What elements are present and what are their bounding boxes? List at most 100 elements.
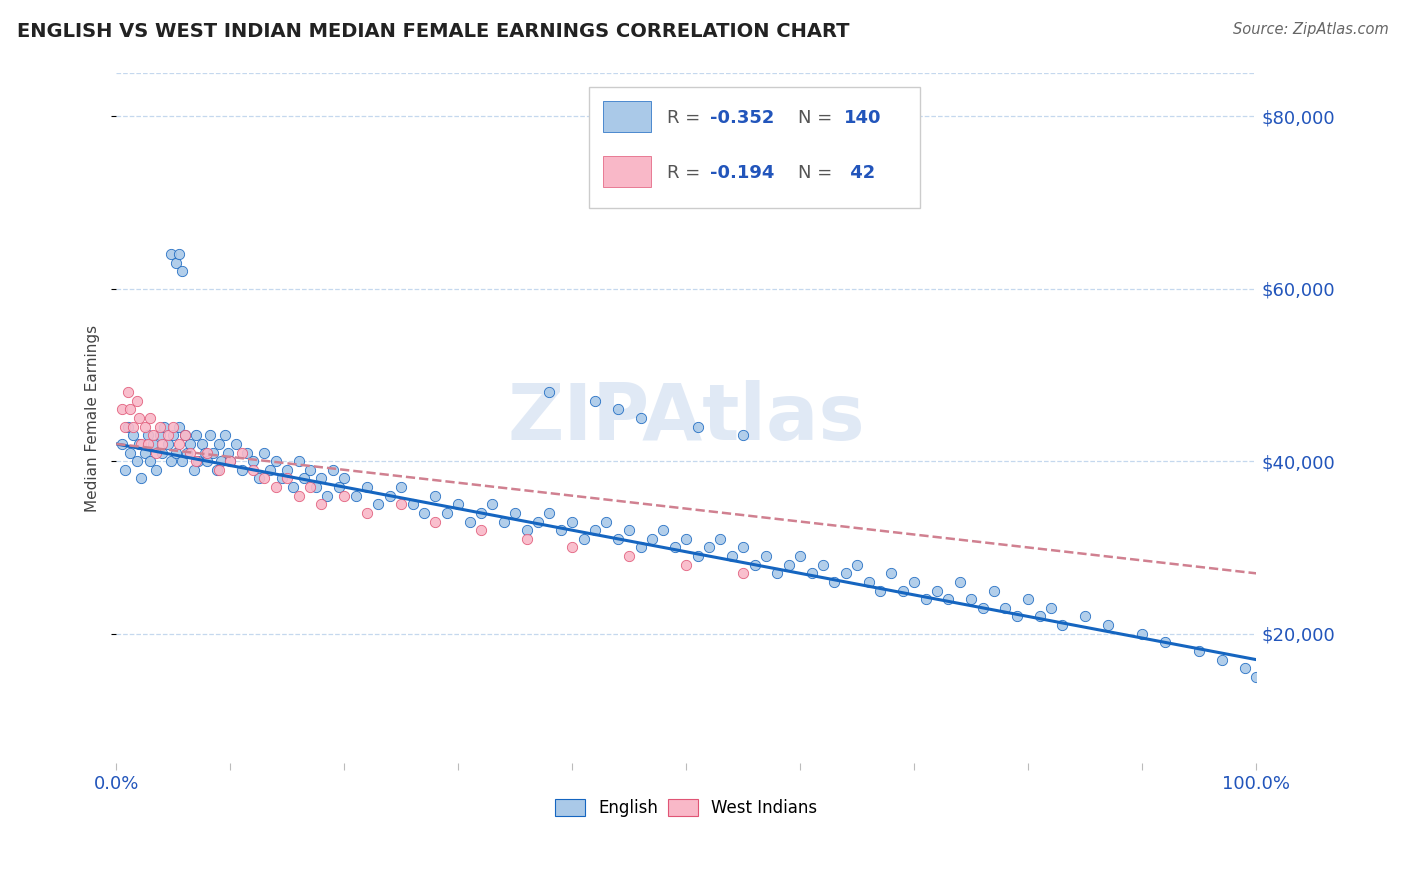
Point (117, 385, 139, 400)
Point (401, 497, 423, 511)
Point (697, 541, 720, 555)
Point (869, 583, 891, 598)
Point (142, 428, 165, 442)
Text: R =: R = (666, 164, 706, 182)
Point (389, 497, 412, 511)
Point (858, 574, 880, 589)
Point (664, 541, 686, 555)
Point (925, 583, 948, 598)
Point (766, 566, 789, 581)
Point (236, 445, 259, 459)
Point (1005, 609, 1028, 624)
Point (436, 506, 458, 520)
Text: N =: N = (799, 109, 838, 127)
Point (114, 463, 136, 477)
Point (118, 445, 141, 459)
Point (179, 437, 201, 451)
Point (527, 515, 550, 529)
Point (253, 445, 276, 459)
Point (281, 480, 304, 494)
Point (122, 419, 145, 434)
Point (675, 532, 697, 546)
Point (208, 463, 231, 477)
Point (880, 566, 903, 581)
Point (470, 506, 492, 520)
Point (356, 480, 378, 494)
Point (561, 541, 583, 555)
Point (187, 454, 209, 468)
Point (333, 471, 356, 485)
Point (914, 592, 936, 607)
Point (299, 463, 322, 477)
Point (156, 428, 179, 442)
Point (972, 600, 994, 615)
Point (744, 558, 766, 572)
FancyBboxPatch shape (589, 87, 920, 208)
Point (134, 419, 156, 434)
Point (516, 523, 538, 537)
Point (136, 437, 159, 451)
Point (191, 437, 214, 451)
Point (179, 445, 201, 459)
Point (173, 428, 195, 442)
Point (209, 454, 232, 468)
Point (287, 454, 309, 468)
Point (156, 437, 179, 451)
Point (425, 489, 447, 503)
Point (606, 402, 628, 417)
Point (503, 506, 526, 520)
Text: N =: N = (799, 164, 838, 182)
Point (367, 497, 389, 511)
Text: R =: R = (666, 109, 706, 127)
Point (413, 506, 436, 520)
Text: -0.352: -0.352 (710, 109, 775, 127)
Point (733, 566, 755, 581)
Point (184, 428, 207, 442)
Point (1154, 635, 1177, 649)
Point (253, 471, 276, 485)
Point (800, 566, 823, 581)
Point (118, 402, 141, 417)
Point (389, 480, 412, 494)
Point (242, 463, 264, 477)
Point (1039, 600, 1062, 615)
Point (356, 506, 378, 520)
FancyBboxPatch shape (603, 156, 651, 186)
Point (242, 454, 264, 468)
Point (606, 532, 628, 546)
Text: ZIPAtlas: ZIPAtlas (508, 380, 865, 456)
Point (150, 445, 173, 459)
Point (219, 454, 242, 468)
Point (160, 454, 183, 468)
Point (305, 480, 328, 494)
Point (1028, 609, 1050, 624)
Text: 42: 42 (844, 164, 875, 182)
Point (709, 532, 731, 546)
Point (733, 428, 755, 442)
Point (125, 454, 148, 468)
Point (720, 549, 742, 563)
Point (287, 489, 309, 503)
Point (122, 428, 145, 442)
Point (299, 480, 322, 494)
Point (264, 480, 287, 494)
Point (160, 247, 183, 261)
Point (316, 489, 339, 503)
Point (292, 471, 315, 485)
Point (311, 471, 333, 485)
Point (111, 402, 134, 417)
Point (983, 583, 1005, 598)
Point (1017, 592, 1039, 607)
FancyBboxPatch shape (603, 102, 651, 132)
Point (114, 419, 136, 434)
Point (208, 437, 231, 451)
Point (344, 489, 367, 503)
Point (619, 549, 641, 563)
Point (184, 454, 207, 468)
Point (247, 471, 270, 485)
Point (550, 523, 572, 537)
Y-axis label: Median Female Earnings: Median Female Earnings (86, 325, 100, 512)
Point (595, 515, 617, 529)
Point (823, 574, 845, 589)
Point (583, 523, 606, 537)
